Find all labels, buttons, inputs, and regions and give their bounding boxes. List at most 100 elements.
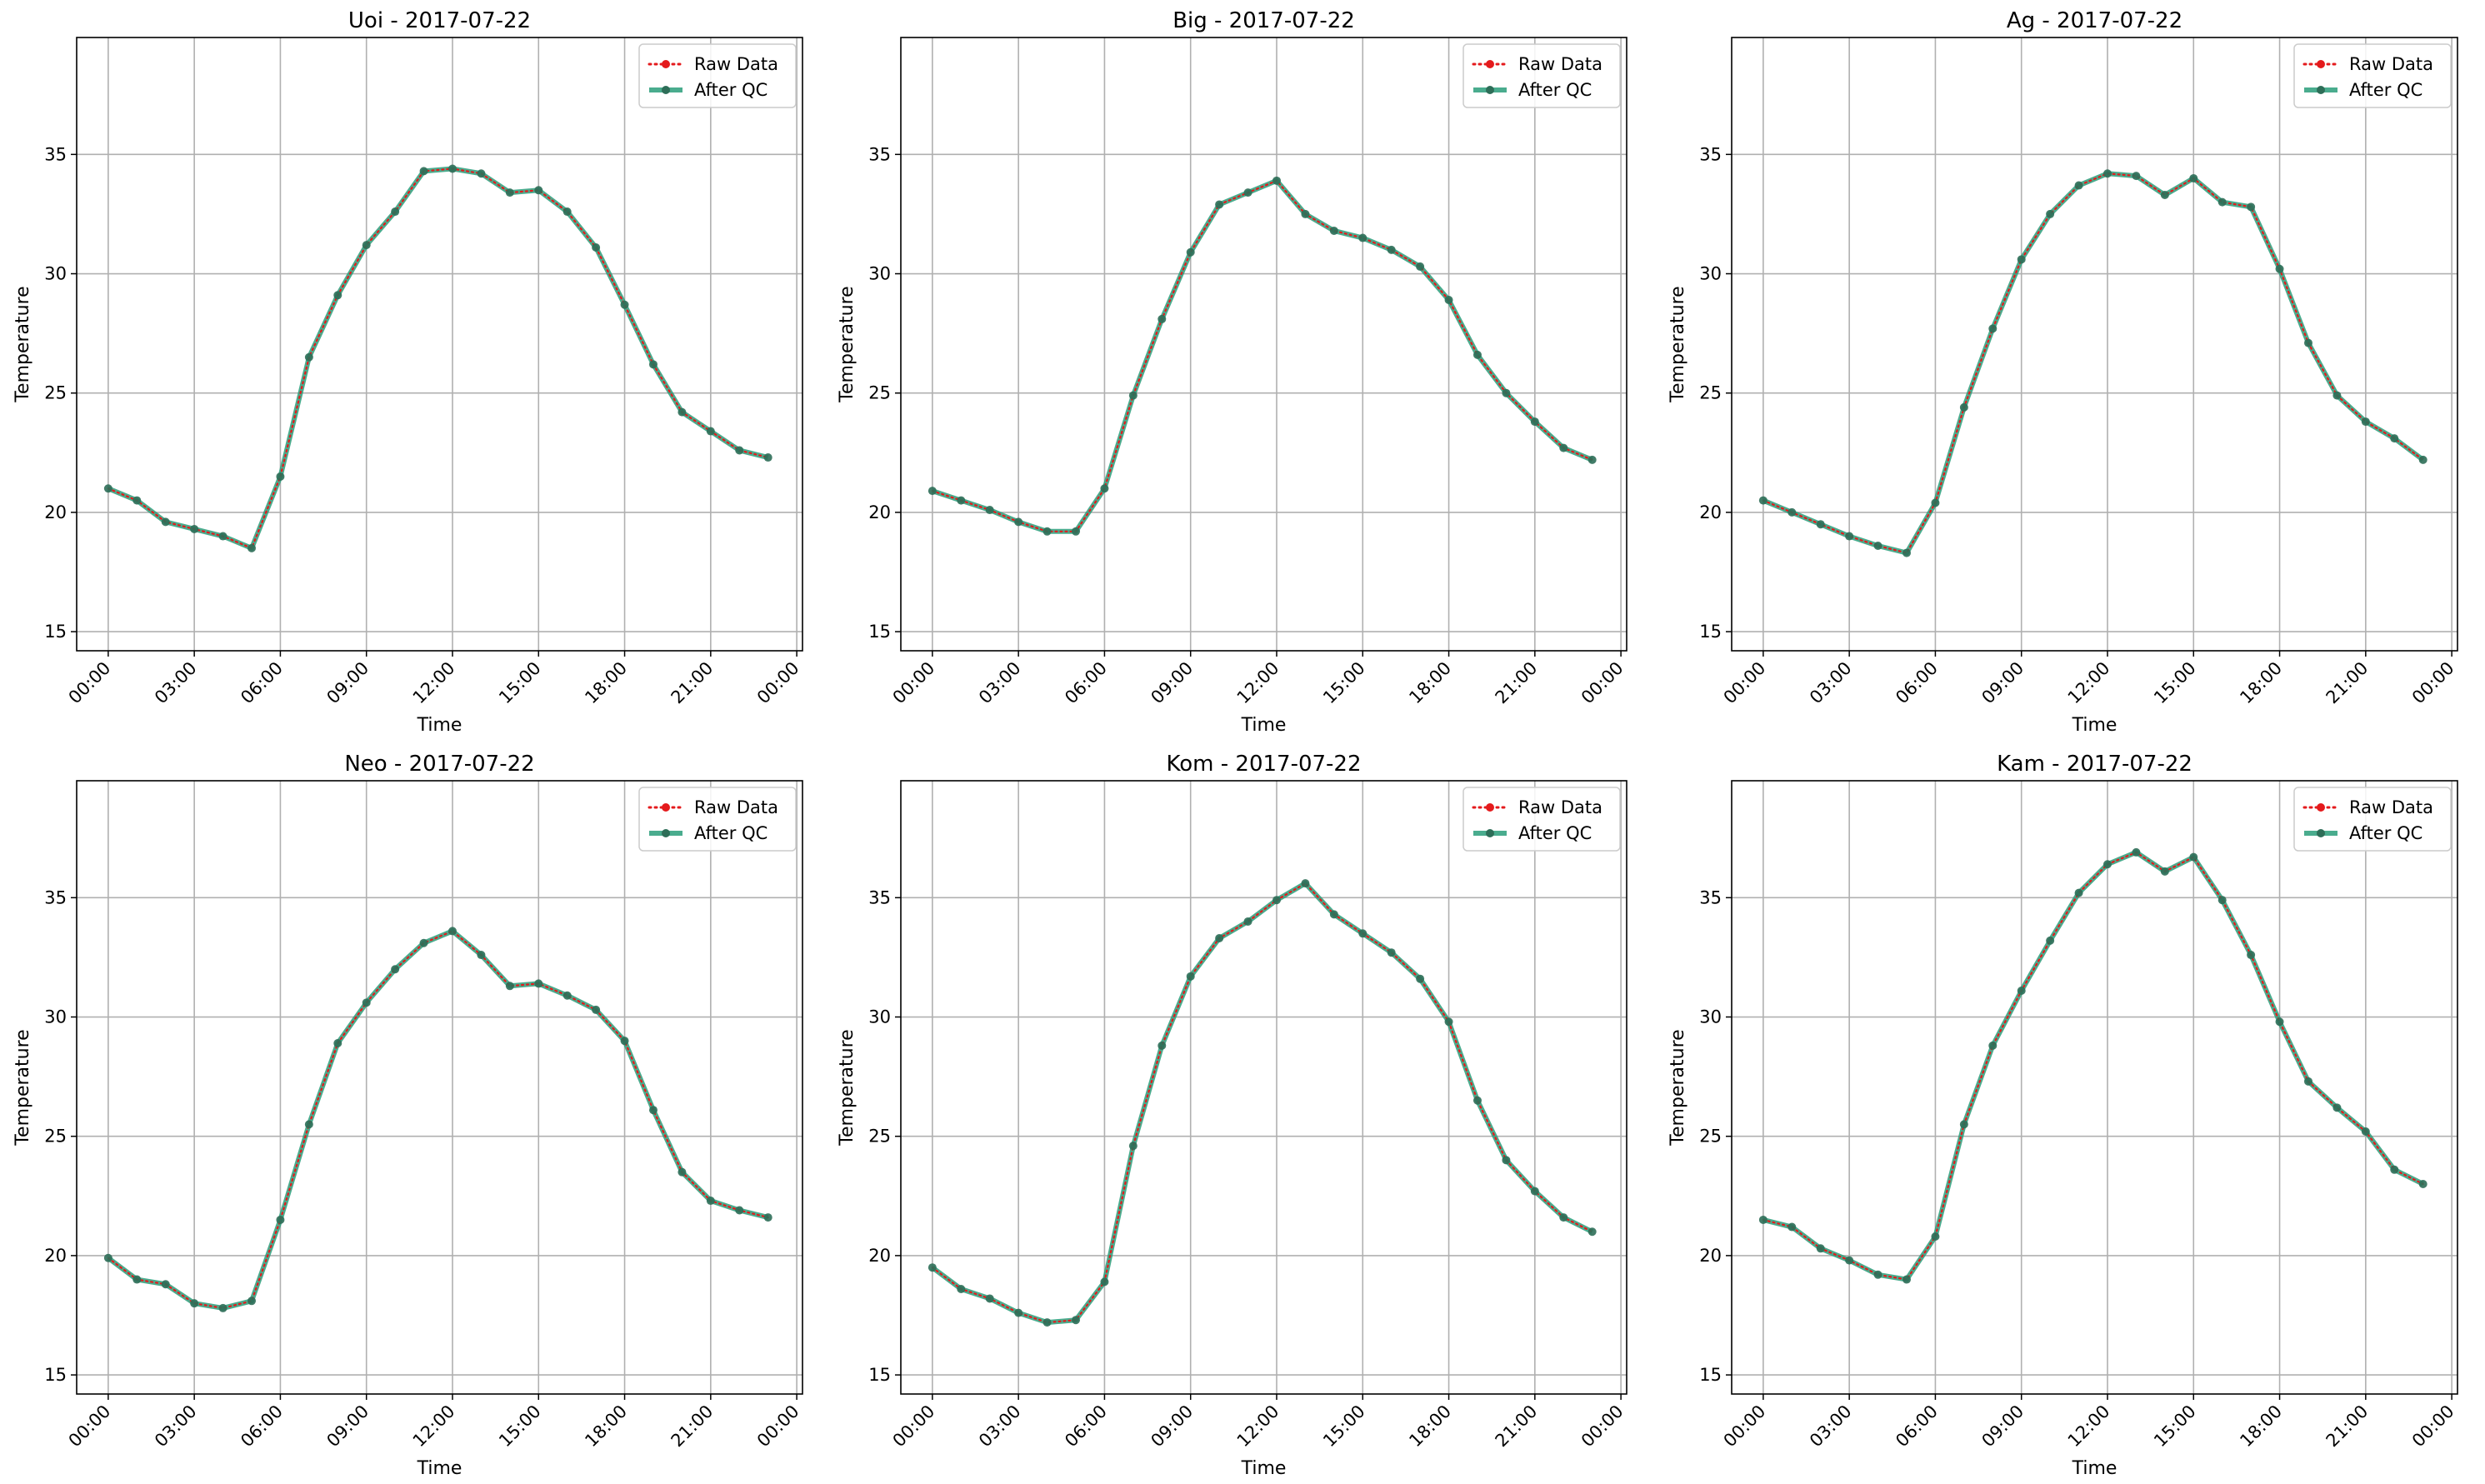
y-tick-label: 30	[44, 264, 67, 284]
data-point	[1100, 484, 1109, 493]
legend-marker-raw-data	[2317, 803, 2325, 812]
x-tick-label: 00:00	[2408, 1402, 2458, 1452]
data-point	[648, 1106, 658, 1115]
data-point	[1387, 245, 1396, 254]
y-tick-label: 30	[868, 264, 891, 284]
data-point	[2218, 197, 2227, 207]
y-tick-label: 25	[1699, 1127, 1722, 1147]
data-point	[1100, 1277, 1109, 1287]
data-point	[2017, 255, 2026, 264]
y-tick-label: 25	[868, 1127, 891, 1147]
data-point	[248, 1297, 257, 1306]
legend-marker-after-qc	[2317, 829, 2325, 837]
x-tick-label: 00:00	[1578, 1402, 1628, 1452]
legend-marker-after-qc	[662, 86, 670, 94]
series-line-raw-data	[1762, 851, 2424, 1281]
data-point	[448, 927, 457, 936]
data-point	[1301, 879, 1310, 888]
chart-title: Ag - 2017-07-22	[2007, 8, 2182, 33]
chart-title: Uoi - 2017-07-22	[348, 8, 531, 33]
data-point	[562, 991, 572, 1000]
data-point	[103, 1253, 112, 1262]
data-point	[1816, 1244, 1825, 1253]
data-point	[304, 1120, 313, 1129]
data-point	[2160, 191, 2169, 200]
x-tick-label: 00:00	[65, 1402, 115, 1452]
series-line-raw-data	[107, 167, 769, 550]
x-tick-label: 03:00	[1806, 1402, 1856, 1452]
y-axis-label: Temperature	[12, 286, 33, 402]
x-axis-label: Time	[417, 715, 462, 736]
x-tick-label: 15:00	[495, 658, 545, 708]
data-point	[505, 982, 514, 991]
data-point	[161, 517, 170, 527]
x-tick-label: 00:00	[2408, 658, 2458, 708]
data-point	[1788, 1222, 1797, 1232]
y-axis-label: Temperature	[1668, 286, 1688, 402]
y-tick-label: 20	[44, 1246, 67, 1266]
data-point	[2332, 1103, 2342, 1112]
x-axis-label: Time	[417, 1458, 462, 1479]
data-point	[2418, 1179, 2428, 1188]
legend-label-after-qc: After QC	[1518, 823, 1592, 843]
legend-label-after-qc: After QC	[2349, 80, 2422, 100]
x-tick-label: 15:00	[2150, 1402, 2200, 1452]
plot-frame	[900, 780, 1628, 1395]
data-point	[218, 1303, 228, 1312]
data-point	[2046, 936, 2055, 945]
data-point	[1014, 1308, 1023, 1317]
data-point	[2303, 1077, 2312, 1086]
y-tick-label: 20	[1699, 502, 1722, 522]
data-point	[218, 532, 228, 541]
data-point	[957, 496, 966, 505]
data-point	[1816, 520, 1825, 529]
data-point	[562, 207, 572, 217]
legend-label-raw-data: Raw Data	[1518, 797, 1602, 817]
x-axis-label: Time	[2072, 715, 2118, 736]
data-point	[1931, 1232, 1940, 1241]
data-point	[2332, 391, 2342, 400]
x-tick-label: 00:00	[1720, 658, 1770, 708]
data-point	[1444, 1017, 1453, 1027]
data-point	[132, 496, 142, 505]
legend-marker-after-qc	[1486, 829, 1494, 837]
chart-title: Big - 2017-07-22	[1172, 8, 1355, 33]
legend-marker-raw-data	[1486, 60, 1494, 68]
data-point	[2275, 1017, 2284, 1027]
data-point	[2390, 1165, 2399, 1174]
data-point	[1158, 314, 1167, 323]
data-point	[763, 1213, 772, 1222]
y-tick-label: 30	[1699, 264, 1722, 284]
x-axis-label: Time	[1241, 1458, 1287, 1479]
x-tick-label: 00:00	[889, 1402, 939, 1452]
data-point	[248, 543, 257, 552]
x-axis-label: Time	[1241, 715, 1287, 736]
data-point	[1988, 1041, 1998, 1050]
data-point	[1758, 1215, 1768, 1224]
data-point	[2102, 169, 2112, 178]
data-point	[1902, 548, 1912, 557]
series-line-after-qc	[1762, 171, 2425, 556]
y-axis-label: Temperature	[12, 1029, 33, 1146]
data-point	[1845, 532, 1854, 541]
data-point	[1329, 226, 1338, 235]
y-tick-label: 15	[44, 622, 67, 642]
data-point	[391, 207, 400, 217]
data-point	[1472, 350, 1482, 359]
x-tick-label: 12:00	[1233, 1402, 1283, 1452]
data-point	[620, 1037, 629, 1046]
data-point	[2361, 417, 2370, 427]
series-line-raw-data	[931, 179, 1593, 532]
y-tick-label: 30	[868, 1007, 891, 1027]
x-tick-label: 09:00	[1978, 1402, 2028, 1452]
data-point	[190, 524, 199, 533]
data-point	[678, 407, 687, 417]
x-tick-label: 21:00	[1492, 1402, 1542, 1452]
chart-panel: 00:00 03:00 06:00 09:00 12:00 15:00 18:00 21:00…	[1668, 8, 2458, 736]
x-tick-label: 03:00	[151, 658, 201, 708]
data-point	[1588, 455, 1597, 464]
chart-panel: 00:00 03:00 06:00 09:00 12:00 15:00 18:00 21:00…	[1668, 752, 2458, 1479]
data-point	[362, 998, 371, 1007]
legend-marker-raw-data	[662, 803, 670, 812]
data-point	[763, 453, 772, 462]
